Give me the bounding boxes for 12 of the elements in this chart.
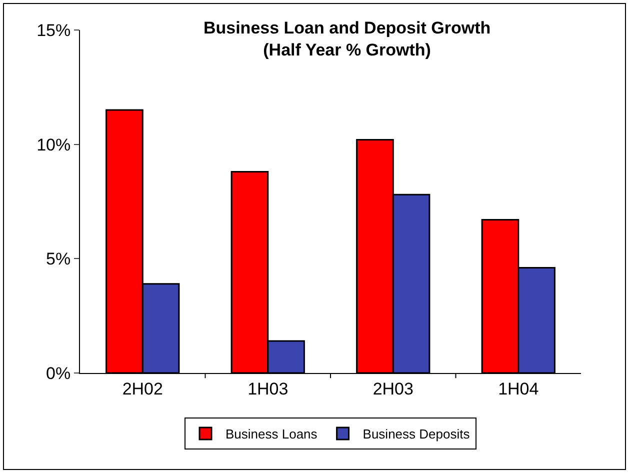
y-tick-label: 5% bbox=[46, 250, 71, 269]
legend-label: Business Loans bbox=[226, 426, 318, 442]
x-tick-label: 2H02 bbox=[122, 379, 163, 398]
legend-label: Business Deposits bbox=[362, 426, 470, 442]
y-tick-label: 0% bbox=[46, 364, 71, 383]
y-tick-label: 10% bbox=[36, 135, 71, 154]
x-tick-label: 1H04 bbox=[498, 379, 539, 398]
text: (Half Year % Growth) bbox=[263, 40, 431, 60]
x-tick-label: 2H03 bbox=[372, 379, 414, 398]
x-tick-label: 1H03 bbox=[248, 379, 288, 398]
y-tick-label: 15% bbox=[36, 20, 71, 40]
chart-title: Business Loan and Deposit Growth bbox=[203, 18, 491, 38]
